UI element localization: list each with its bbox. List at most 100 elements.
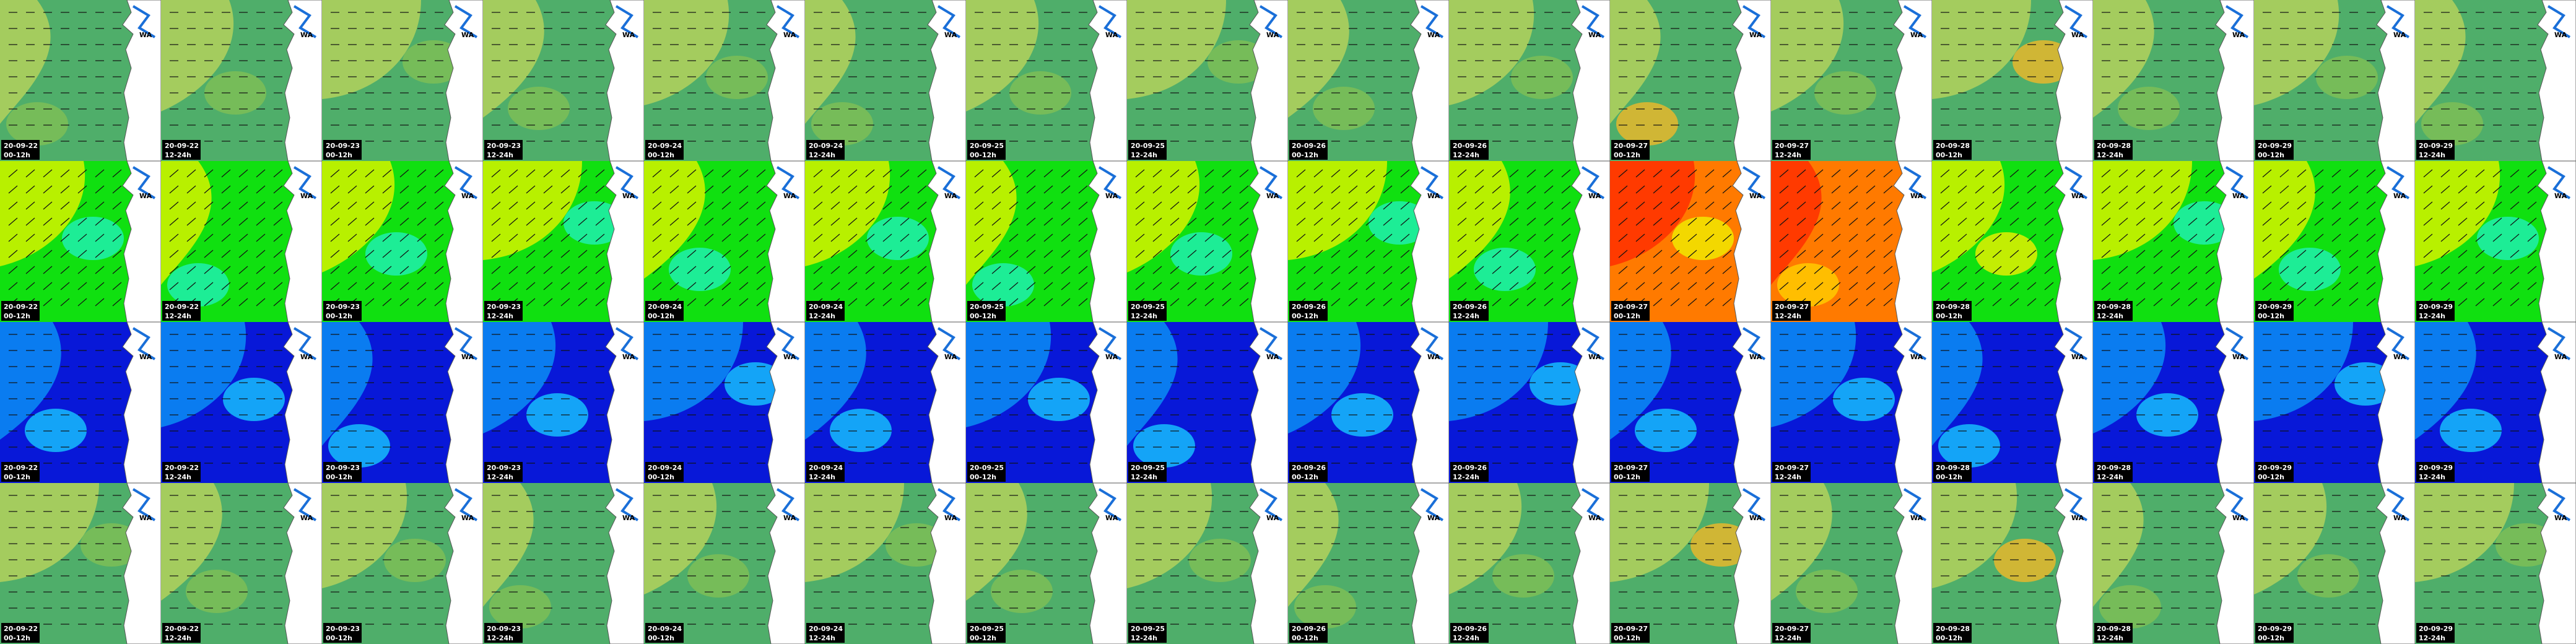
sea-field bbox=[2440, 409, 2502, 452]
wind-arrow bbox=[882, 298, 892, 307]
time-label: 00-12h bbox=[4, 151, 30, 159]
wind-arrow bbox=[1204, 185, 1214, 194]
wind-arrow bbox=[2458, 185, 2468, 194]
region-label: WA bbox=[461, 514, 474, 522]
wind-arrow bbox=[2475, 217, 2485, 226]
wind-arrow bbox=[1866, 250, 1876, 258]
wind-arrow bbox=[1779, 233, 1789, 242]
wind-arrow bbox=[2136, 201, 2146, 210]
wind-arrow bbox=[1239, 250, 1249, 258]
wind-arrow bbox=[2044, 298, 2054, 307]
wind-arrow bbox=[2297, 185, 2307, 194]
wind-arrow bbox=[1687, 250, 1697, 258]
wind-arrow bbox=[2331, 282, 2341, 290]
label-box bbox=[1933, 462, 1972, 482]
wind-arrow bbox=[704, 169, 714, 178]
wind-arrow bbox=[25, 282, 35, 290]
wind-arrow bbox=[256, 250, 266, 258]
wind-arrow bbox=[347, 282, 357, 290]
wind-arrow bbox=[1383, 185, 1393, 194]
wind-arrow bbox=[739, 169, 749, 178]
wind-arrow bbox=[2101, 233, 2111, 242]
wind-arrow bbox=[1204, 233, 1214, 242]
land-feature bbox=[2064, 166, 2088, 199]
wind-arrow bbox=[77, 298, 87, 307]
label-box bbox=[967, 623, 1006, 643]
time-label: 00-12h bbox=[1292, 151, 1318, 159]
wind-arrow bbox=[1474, 201, 1484, 210]
wind-arrow bbox=[1331, 233, 1341, 242]
wind-arrow bbox=[1544, 169, 1554, 178]
wind-arrow bbox=[1043, 201, 1053, 210]
sea-field bbox=[1616, 102, 1678, 146]
wind-arrow bbox=[2297, 233, 2307, 242]
wind-arrow bbox=[434, 233, 444, 242]
region-label: WA bbox=[1105, 31, 1118, 39]
wind-arrow bbox=[382, 266, 392, 274]
wind-arrow bbox=[991, 201, 1001, 210]
wind-arrow bbox=[221, 298, 231, 307]
wind-arrow bbox=[491, 185, 501, 194]
label-box bbox=[1611, 140, 1650, 160]
wind-arrow bbox=[2510, 233, 2520, 242]
time-label: 00-12h bbox=[1614, 312, 1640, 320]
wind-arrow bbox=[974, 282, 984, 290]
date-label: 20-09-29 bbox=[2258, 303, 2292, 311]
wind-arrow bbox=[1526, 185, 1536, 194]
sea-field bbox=[167, 263, 229, 307]
wind-arrow bbox=[687, 250, 697, 258]
label-box bbox=[1128, 301, 1167, 321]
date-label: 20-09-25 bbox=[970, 464, 1004, 472]
date-label: 20-09-22 bbox=[4, 464, 38, 472]
label-box bbox=[484, 140, 523, 160]
wind-arrow bbox=[365, 282, 375, 290]
time-label: 12-24h bbox=[165, 151, 191, 159]
region-label: WA bbox=[1105, 353, 1118, 361]
wind-arrow bbox=[756, 233, 766, 242]
sea-field bbox=[508, 87, 570, 130]
wind-arrow bbox=[882, 185, 892, 194]
wind-arrow bbox=[204, 266, 214, 274]
wind-arrow bbox=[830, 185, 840, 194]
wind-arrow bbox=[578, 185, 588, 194]
wind-arrow bbox=[1296, 266, 1306, 274]
region-label: WA bbox=[1910, 353, 1923, 361]
wind-arrow bbox=[1866, 201, 1876, 210]
wind-arrow bbox=[221, 185, 231, 194]
wind-arrow bbox=[1026, 266, 1036, 274]
wind-arrow bbox=[526, 250, 536, 258]
sea-field bbox=[1028, 378, 1090, 421]
time-label: 00-12h bbox=[4, 634, 30, 642]
wind-arrow bbox=[1883, 298, 1893, 307]
label-box bbox=[2416, 462, 2455, 482]
wind-arrow bbox=[1492, 185, 1502, 194]
wind-arrow bbox=[526, 185, 536, 194]
date-label: 20-09-22 bbox=[165, 625, 199, 633]
wind-arrow bbox=[238, 217, 248, 226]
sea-field bbox=[483, 322, 556, 433]
time-label: 12-24h bbox=[809, 312, 835, 320]
wind-arrow bbox=[1043, 169, 1053, 178]
wind-arrow bbox=[2475, 185, 2485, 194]
wind-arrow bbox=[2205, 266, 2215, 274]
wind-arrow bbox=[434, 185, 444, 194]
wind-arrow bbox=[77, 282, 87, 290]
label-box bbox=[2094, 140, 2133, 160]
sea-field bbox=[2415, 322, 2476, 440]
time-label: 12-24h bbox=[809, 634, 835, 642]
wind-arrow bbox=[1544, 201, 1554, 210]
wind-arrow bbox=[1779, 282, 1789, 290]
wind-arrow bbox=[1492, 266, 1502, 274]
wind-arrow bbox=[2170, 217, 2180, 226]
time-label: 12-24h bbox=[1131, 312, 1157, 320]
wind-arrow bbox=[1670, 169, 1680, 178]
time-label: 00-12h bbox=[2258, 312, 2284, 320]
wind-arrow bbox=[865, 282, 875, 290]
label-box bbox=[2416, 623, 2455, 643]
wind-arrow bbox=[669, 266, 679, 274]
